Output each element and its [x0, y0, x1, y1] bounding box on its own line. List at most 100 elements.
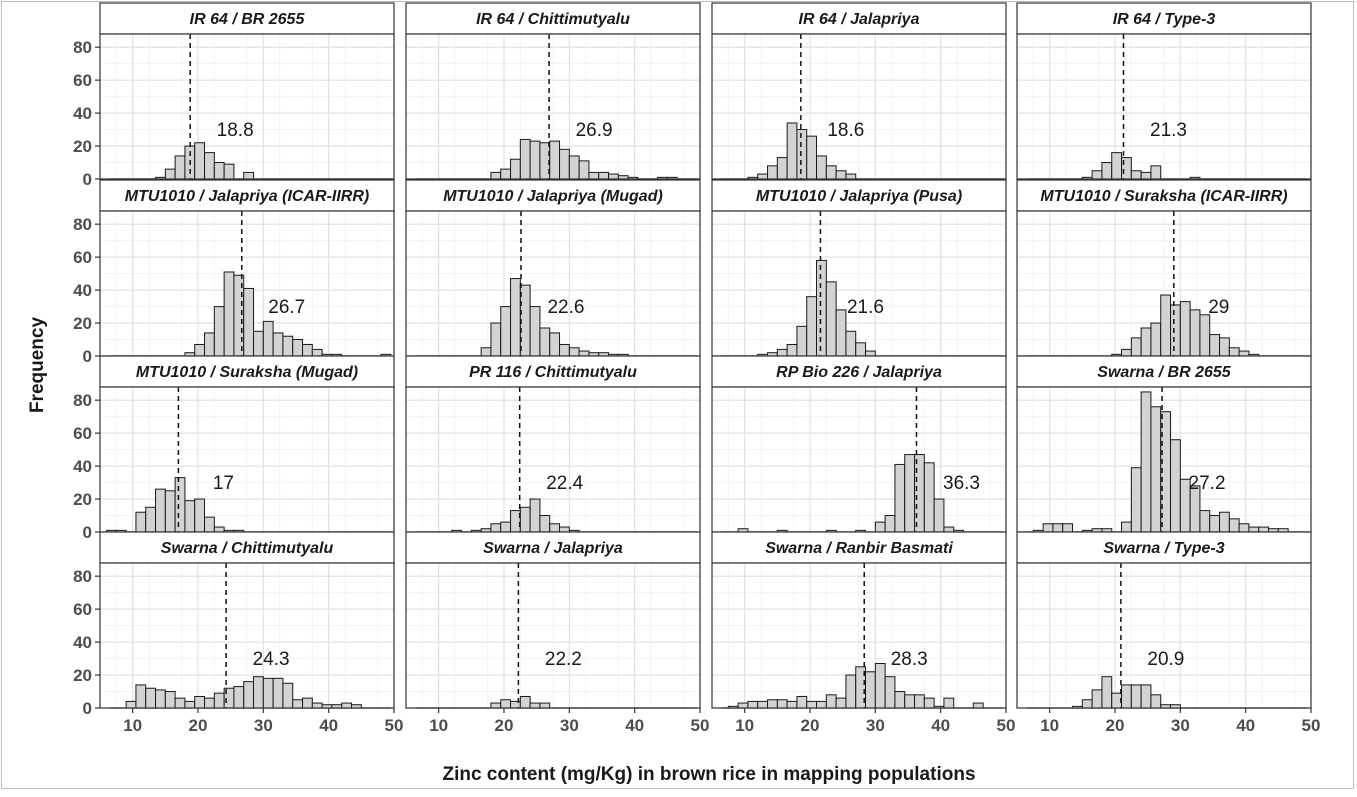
mean-label: 20.9	[1147, 649, 1184, 670]
y-tick-label: 80	[73, 215, 92, 234]
mean-label: 27.2	[1189, 473, 1226, 494]
x-tick-label: 50	[385, 716, 404, 735]
x-tick-label: 20	[1106, 716, 1125, 735]
x-tick-label: 10	[123, 716, 142, 735]
facet-panel: IR 64 / Type-3 21.3	[1016, 2, 1312, 180]
x-tick-label: 40	[319, 716, 338, 735]
mean-label: 18.6	[827, 120, 864, 141]
y-tick-label: 20	[73, 490, 92, 509]
y-tick-label: 20	[73, 137, 92, 156]
facet-title: PR 116 / Chittimutyalu	[469, 364, 637, 381]
facet-strip	[1016, 179, 1312, 212]
facet-title: RP Bio 226 / Jalapriya	[776, 364, 942, 381]
facet-title: Swarna / Chittimutyalu	[161, 540, 334, 557]
facet-strip	[99, 2, 395, 35]
panel-border	[1016, 33, 1312, 180]
x-tick-label: 40	[625, 716, 644, 735]
mean-label: 28.3	[891, 649, 928, 670]
panel-border	[711, 33, 1007, 180]
mean-label: 22.4	[546, 473, 583, 494]
x-tick-label: 30	[254, 716, 273, 735]
facet-strip	[711, 355, 1007, 388]
mean-label: 36.3	[943, 473, 980, 494]
x-tick-label: 50	[691, 716, 710, 735]
facet-panel: MTU1010 / Jalapriya (Mugad) 22.6	[405, 179, 701, 357]
facet-panel: IR 64 / Chittimutyalu 26.9	[405, 2, 701, 180]
mean-label: 26.7	[268, 297, 305, 318]
facet-title: Swarna / BR 2655	[1097, 364, 1232, 381]
facet-strip	[405, 531, 701, 564]
facet-panel: PR 116 / Chittimutyalu 22.4	[405, 355, 701, 533]
y-tick-label: 80	[73, 391, 92, 410]
facet-strip	[405, 355, 701, 388]
panel-border	[405, 562, 701, 709]
facet-strip	[1016, 355, 1312, 388]
facet-panel: Swarna / Jalapriya 22.2 10 20 30 40 50	[405, 531, 710, 735]
panel-border	[711, 562, 1007, 709]
mean-label: 21.6	[847, 297, 884, 318]
y-tick-label: 20	[73, 666, 92, 685]
mean-label: 21.3	[1150, 120, 1187, 141]
mean-label: 26.9	[576, 120, 613, 141]
x-tick-label: 50	[997, 716, 1016, 735]
x-tick-label: 30	[1171, 716, 1190, 735]
facet-strip	[99, 179, 395, 212]
y-tick-label: 60	[73, 71, 92, 90]
y-tick-label: 40	[73, 281, 92, 300]
facet-panel: MTU1010 / Suraksha (Mugad) 17 0 20 40 60 80	[73, 355, 395, 542]
facet-title: IR 64 / Type-3	[1113, 11, 1216, 28]
facet-title: IR 64 / Jalapriya	[799, 11, 920, 28]
y-tick-label: 40	[73, 104, 92, 123]
x-tick-label: 40	[931, 716, 950, 735]
panel-border	[99, 33, 395, 180]
facet-strip	[405, 179, 701, 212]
facet-title: MTU1010 / Jalapriya (ICAR-IIRR)	[125, 188, 370, 205]
y-tick-label: 60	[73, 600, 92, 619]
facet-strip	[711, 179, 1007, 212]
facet-strip	[1016, 531, 1312, 564]
x-axis-title: Zinc content (mg/Kg) in brown rice in ma…	[442, 764, 975, 785]
facet-panel: IR 64 / BR 2655 18.8 0 20 40 60 80	[73, 2, 395, 189]
facet-panel: RP Bio 226 / Jalapriya 36.3	[711, 355, 1007, 533]
y-tick-label: 80	[73, 567, 92, 586]
x-tick-label: 20	[495, 716, 514, 735]
panel-border	[1016, 562, 1312, 709]
mean-label: 22.6	[547, 297, 584, 318]
facet-title: Swarna / Ranbir Basmati	[765, 540, 953, 557]
y-tick-label: 40	[73, 633, 92, 652]
y-tick-label: 60	[73, 424, 92, 443]
x-tick-label: 10	[735, 716, 754, 735]
facet-strip	[711, 531, 1007, 564]
facet-panel: MTU1010 / Suraksha (ICAR-IIRR) 29	[1016, 179, 1312, 357]
facet-panel: Swarna / Type-3 20.9 10 20 30 40 50	[1016, 531, 1321, 735]
facet-strip	[1016, 2, 1312, 35]
facet-title: Swarna / Jalapriya	[483, 540, 623, 557]
y-tick-label: 40	[73, 457, 92, 476]
y-tick-label: 0	[83, 699, 92, 718]
facet-title: MTU1010 / Jalapriya (Mugad)	[443, 188, 663, 205]
panel-border	[405, 33, 701, 180]
y-tick-label: 0	[83, 347, 92, 366]
y-tick-label: 0	[83, 523, 92, 542]
facet-strip	[405, 2, 701, 35]
x-tick-label: 30	[560, 716, 579, 735]
facet-strip	[711, 2, 1007, 35]
facet-title: MTU1010 / Jalapriya (Pusa)	[756, 188, 962, 205]
mean-label: 17	[213, 473, 234, 494]
facet-title: Swarna / Type-3	[1103, 540, 1224, 557]
facet-title: IR 64 / BR 2655	[190, 11, 306, 28]
y-axis-title: Frequency	[27, 317, 48, 414]
facet-panel: Swarna / BR 2655 27.2	[1016, 355, 1312, 533]
facet-panel: MTU1010 / Jalapriya (Pusa) 21.6	[711, 179, 1007, 357]
mean-label: 18.8	[217, 120, 254, 141]
x-tick-label: 10	[1040, 716, 1059, 735]
facet-panel: Swarna / Chittimutyalu 24.3 0 20 40 60 80 10 20 3…	[73, 531, 404, 735]
y-tick-label: 0	[83, 170, 92, 189]
y-tick-label: 20	[73, 314, 92, 333]
x-tick-label: 50	[1302, 716, 1321, 735]
facet-title: MTU1010 / Suraksha (ICAR-IIRR)	[1040, 188, 1287, 205]
x-tick-label: 40	[1236, 716, 1255, 735]
